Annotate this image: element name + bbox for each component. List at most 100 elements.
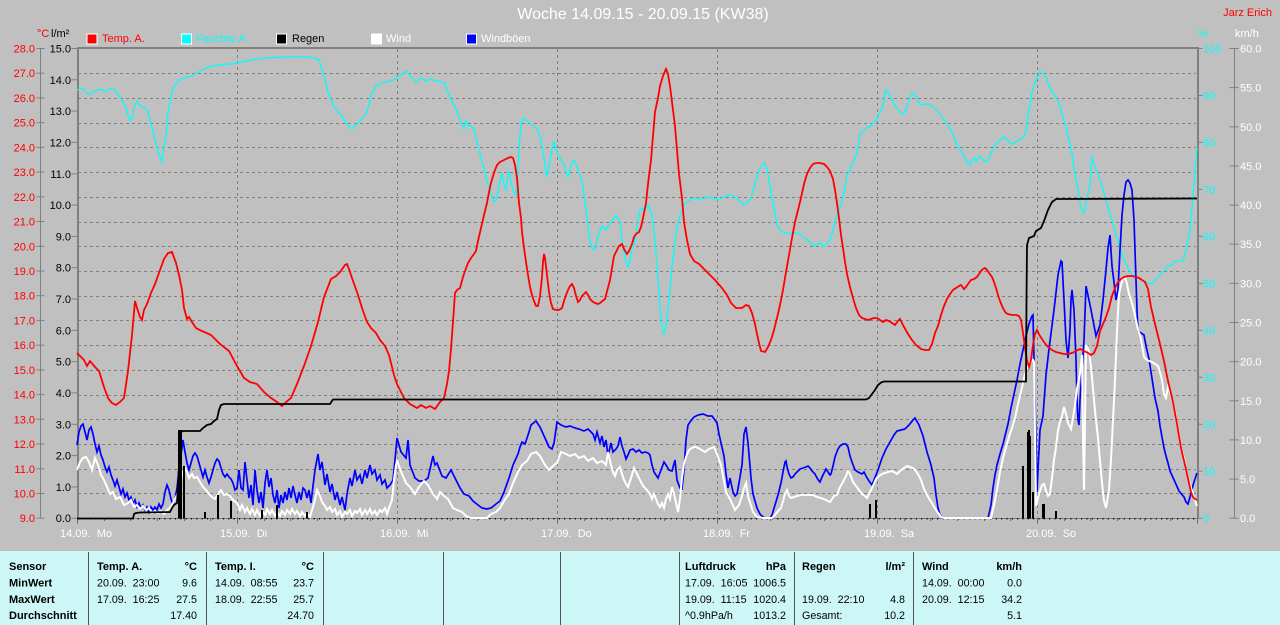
svg-text:Jarz Erich: Jarz Erich	[1223, 7, 1272, 19]
svg-text:5.0: 5.0	[56, 357, 71, 369]
svg-text:11.0: 11.0	[14, 464, 35, 476]
svg-text:5.0: 5.0	[1240, 474, 1255, 486]
svg-text:%: %	[1198, 28, 1208, 40]
svg-text:80: 80	[1203, 137, 1215, 149]
svg-text:90: 90	[1203, 91, 1215, 103]
svg-text:Temp. A.: Temp. A.	[97, 561, 142, 573]
svg-text:17.40: 17.40	[170, 610, 197, 622]
svg-text:40: 40	[1203, 325, 1215, 337]
svg-text:Gesamt:: Gesamt:	[802, 610, 842, 622]
svg-text:14.0: 14.0	[50, 75, 71, 87]
svg-text:28.0: 28.0	[14, 44, 35, 56]
svg-text:9.0: 9.0	[56, 231, 71, 243]
svg-text:50: 50	[1203, 278, 1215, 290]
svg-text:14.09. Mo: 14.09. Mo	[60, 528, 112, 540]
svg-text:20: 20	[1203, 419, 1215, 431]
svg-text:°C: °C	[185, 561, 197, 573]
svg-text:5.1: 5.1	[1007, 610, 1022, 622]
svg-text:0.0: 0.0	[56, 513, 71, 525]
svg-text:20.0: 20.0	[1240, 357, 1261, 369]
svg-text:13.0: 13.0	[50, 106, 71, 118]
svg-text:17.09. 16:05: 17.09. 16:05	[685, 578, 747, 590]
svg-text:MaxWert: MaxWert	[9, 594, 55, 606]
svg-text:hPa: hPa	[766, 561, 787, 573]
svg-text:km/h: km/h	[1235, 28, 1259, 40]
svg-text:40.0: 40.0	[1240, 200, 1261, 212]
svg-text:30: 30	[1203, 372, 1215, 384]
svg-text:26.0: 26.0	[14, 93, 35, 105]
svg-text:24.0: 24.0	[14, 142, 35, 154]
svg-text:17.09. Do: 17.09. Do	[541, 528, 592, 540]
svg-text:34.2: 34.2	[1001, 594, 1022, 606]
svg-text:1013.2: 1013.2	[753, 610, 786, 622]
svg-text:14.09. 08:55: 14.09. 08:55	[215, 578, 277, 590]
svg-text:16.09. Mi: 16.09. Mi	[380, 528, 428, 540]
svg-text:13.0: 13.0	[14, 414, 35, 426]
svg-text:l/m²: l/m²	[51, 28, 70, 40]
svg-text:2.0: 2.0	[56, 451, 71, 463]
svg-text:1.0: 1.0	[56, 482, 71, 494]
svg-text:10: 10	[1203, 466, 1215, 478]
svg-text:25.7: 25.7	[293, 594, 314, 606]
svg-text:24.70: 24.70	[287, 610, 314, 622]
svg-text:23.7: 23.7	[293, 578, 314, 590]
svg-text:27.0: 27.0	[14, 68, 35, 80]
svg-text:45.0: 45.0	[1240, 161, 1261, 173]
svg-text:9.6: 9.6	[182, 578, 197, 590]
svg-text:Temp. A.: Temp. A.	[102, 33, 145, 45]
svg-text:19.09. 22:10: 19.09. 22:10	[802, 594, 864, 606]
svg-text:15.0: 15.0	[50, 44, 71, 56]
svg-text:Regen: Regen	[292, 33, 324, 45]
svg-text:27.5: 27.5	[176, 594, 197, 606]
svg-text:15.09. Di: 15.09. Di	[220, 528, 267, 540]
svg-text:17.0: 17.0	[14, 315, 35, 327]
svg-text:15.0: 15.0	[14, 365, 35, 377]
svg-text:16.0: 16.0	[14, 340, 35, 352]
svg-text:Feuchte A.: Feuchte A.	[196, 33, 249, 45]
svg-text:Wind: Wind	[922, 561, 949, 573]
svg-text:20.09. 23:00: 20.09. 23:00	[97, 578, 159, 590]
svg-text:^0.9hPa/h: ^0.9hPa/h	[685, 610, 733, 622]
svg-text:50.0: 50.0	[1240, 122, 1261, 134]
svg-text:Durchschnitt: Durchschnitt	[9, 610, 77, 622]
svg-text:10.0: 10.0	[50, 200, 71, 212]
svg-text:12.0: 12.0	[50, 137, 71, 149]
svg-text:MinWert: MinWert	[9, 578, 53, 590]
svg-text:0.0: 0.0	[1007, 578, 1022, 590]
svg-text:14.0: 14.0	[14, 390, 35, 402]
svg-text:10.0: 10.0	[14, 489, 35, 501]
svg-text:70: 70	[1203, 184, 1215, 196]
svg-text:3.0: 3.0	[56, 419, 71, 431]
svg-text:19.0: 19.0	[14, 266, 35, 278]
svg-text:Luftdruck: Luftdruck	[685, 561, 737, 573]
svg-text:30.0: 30.0	[1240, 278, 1261, 290]
svg-text:km/h: km/h	[996, 561, 1022, 573]
svg-text:4.0: 4.0	[56, 388, 71, 400]
svg-text:6.0: 6.0	[56, 325, 71, 337]
svg-text:19.09. 11:15: 19.09. 11:15	[685, 594, 747, 606]
svg-text:22.0: 22.0	[14, 192, 35, 204]
svg-text:7.0: 7.0	[56, 294, 71, 306]
svg-text:4.8: 4.8	[890, 594, 905, 606]
svg-text:12.0: 12.0	[14, 439, 35, 451]
svg-text:l/m²: l/m²	[885, 561, 905, 573]
svg-text:19.09. Sa: 19.09. Sa	[864, 528, 915, 540]
svg-text:18.09. Fr: 18.09. Fr	[703, 528, 750, 540]
svg-text:0.0: 0.0	[1240, 513, 1255, 525]
svg-text:55.0: 55.0	[1240, 83, 1261, 95]
svg-text:°C: °C	[37, 28, 49, 40]
svg-text:18.09. 22:55: 18.09. 22:55	[215, 594, 277, 606]
svg-text:20.0: 20.0	[14, 241, 35, 253]
svg-text:11.0: 11.0	[50, 169, 71, 181]
svg-text:Sensor: Sensor	[9, 561, 47, 573]
svg-text:Regen: Regen	[802, 561, 836, 573]
svg-text:21.0: 21.0	[14, 217, 35, 229]
svg-text:1020.4: 1020.4	[753, 594, 786, 606]
svg-text:1006.5: 1006.5	[753, 578, 786, 590]
svg-text:14.09. 00:00: 14.09. 00:00	[922, 578, 984, 590]
svg-text:35.0: 35.0	[1240, 239, 1261, 251]
svg-text:8.0: 8.0	[56, 263, 71, 275]
svg-text:9.0: 9.0	[20, 513, 35, 525]
svg-text:20.09. 12:15: 20.09. 12:15	[922, 594, 984, 606]
svg-text:°C: °C	[302, 561, 314, 573]
